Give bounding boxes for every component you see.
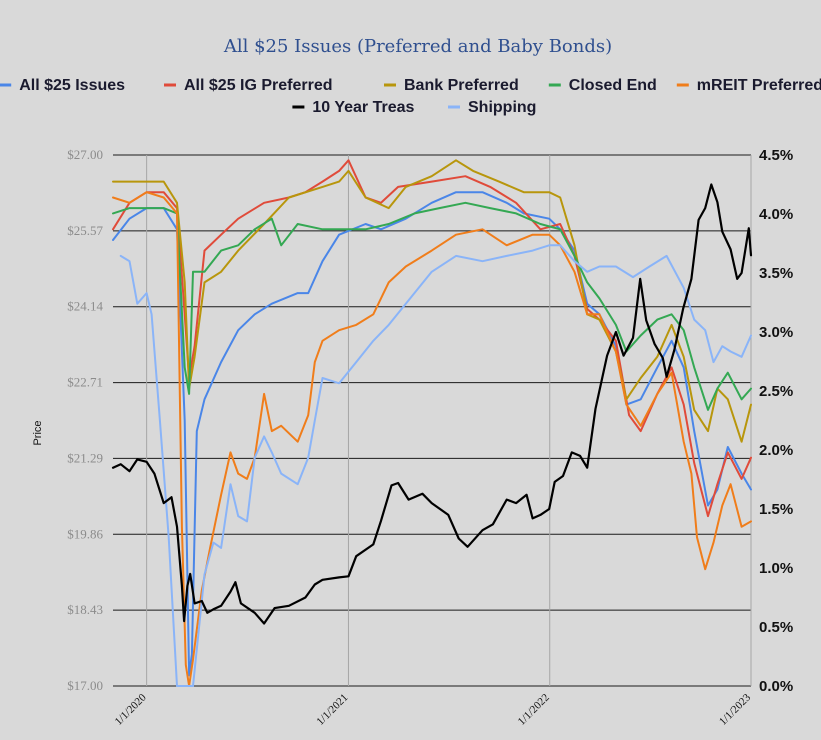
legend-item: Bank Preferred (384, 77, 519, 94)
x-tick-label: 1/1/2023 (717, 691, 753, 727)
series-line-closed-end (112, 201, 752, 411)
series-line-10-year-treas (111, 183, 753, 625)
legend-item: All $25 Issues (0, 77, 125, 94)
legend-item: All $25 IG Preferred (164, 77, 333, 94)
legend-label: Shipping (468, 99, 536, 116)
right-tick-label: 1.0% (759, 560, 793, 577)
legend: All $25 Issues All $25 IG Preferred Bank P… (0, 77, 821, 116)
left-tick-label: $19.86 (67, 526, 103, 541)
right-tick-label: 4.0% (759, 206, 793, 223)
left-tick-label: $18.43 (67, 602, 103, 617)
series-line-all-25-ig-preferred (112, 159, 752, 518)
legend-label: Bank Preferred (404, 77, 519, 94)
right-tick-label: 3.0% (759, 324, 793, 341)
legend-item: mREIT Preferred (676, 77, 821, 94)
right-tick-label: 2.5% (759, 383, 793, 400)
legend-label: mREIT Preferred (697, 77, 821, 94)
series-line-all-25-issues (112, 191, 752, 677)
gridlines (113, 154, 752, 687)
legend-label: Closed End (569, 77, 657, 94)
legend-label: 10 Year Treas (312, 99, 414, 116)
series-line-mreit-preferred (112, 191, 752, 687)
left-axis: $27.00 $25.57 $24.14 $22.71 $21.29 $19.86 $18.… (67, 147, 103, 693)
x-axis: 1/1/2020 1/1/2021 1/1/2022 1/1/2023 (113, 691, 754, 727)
y-axis-label: Price (32, 420, 44, 445)
right-tick-label: 0.5% (759, 619, 793, 636)
legend-item: 10 Year Treas (292, 99, 415, 116)
x-tick-label: 1/1/2020 (113, 691, 149, 727)
x-tick-label: 1/1/2022 (516, 692, 552, 728)
x-tick-label: 1/1/2021 (314, 692, 350, 728)
legend-label: All $25 IG Preferred (184, 77, 333, 94)
left-tick-label: $22.71 (67, 375, 103, 390)
right-tick-label: 1.5% (759, 501, 793, 518)
series-line-bank-preferred (112, 159, 752, 443)
left-tick-label: $25.57 (67, 223, 103, 238)
right-tick-label: 0.0% (759, 678, 793, 695)
right-tick-label: 3.5% (759, 265, 793, 282)
left-tick-label: $17.00 (67, 678, 103, 693)
left-tick-label: $27.00 (67, 147, 103, 162)
chart-title: All $25 Issues (Preferred and Baby Bonds… (223, 36, 612, 57)
right-tick-label: 4.5% (759, 147, 793, 164)
left-tick-label: $21.29 (67, 450, 103, 465)
legend-item: Shipping (448, 99, 536, 116)
right-tick-label: 2.0% (759, 442, 793, 459)
left-tick-label: $24.14 (67, 299, 103, 314)
series-group (111, 159, 753, 687)
legend-label: All $25 Issues (19, 77, 125, 94)
legend-item: Closed End (548, 77, 657, 94)
right-axis: 4.5% 4.0% 3.5% 3.0% 2.5% 2.0% 1.5% 1.0% 0.5% 0.0% (759, 147, 793, 695)
series-line-shipping (119, 244, 752, 687)
